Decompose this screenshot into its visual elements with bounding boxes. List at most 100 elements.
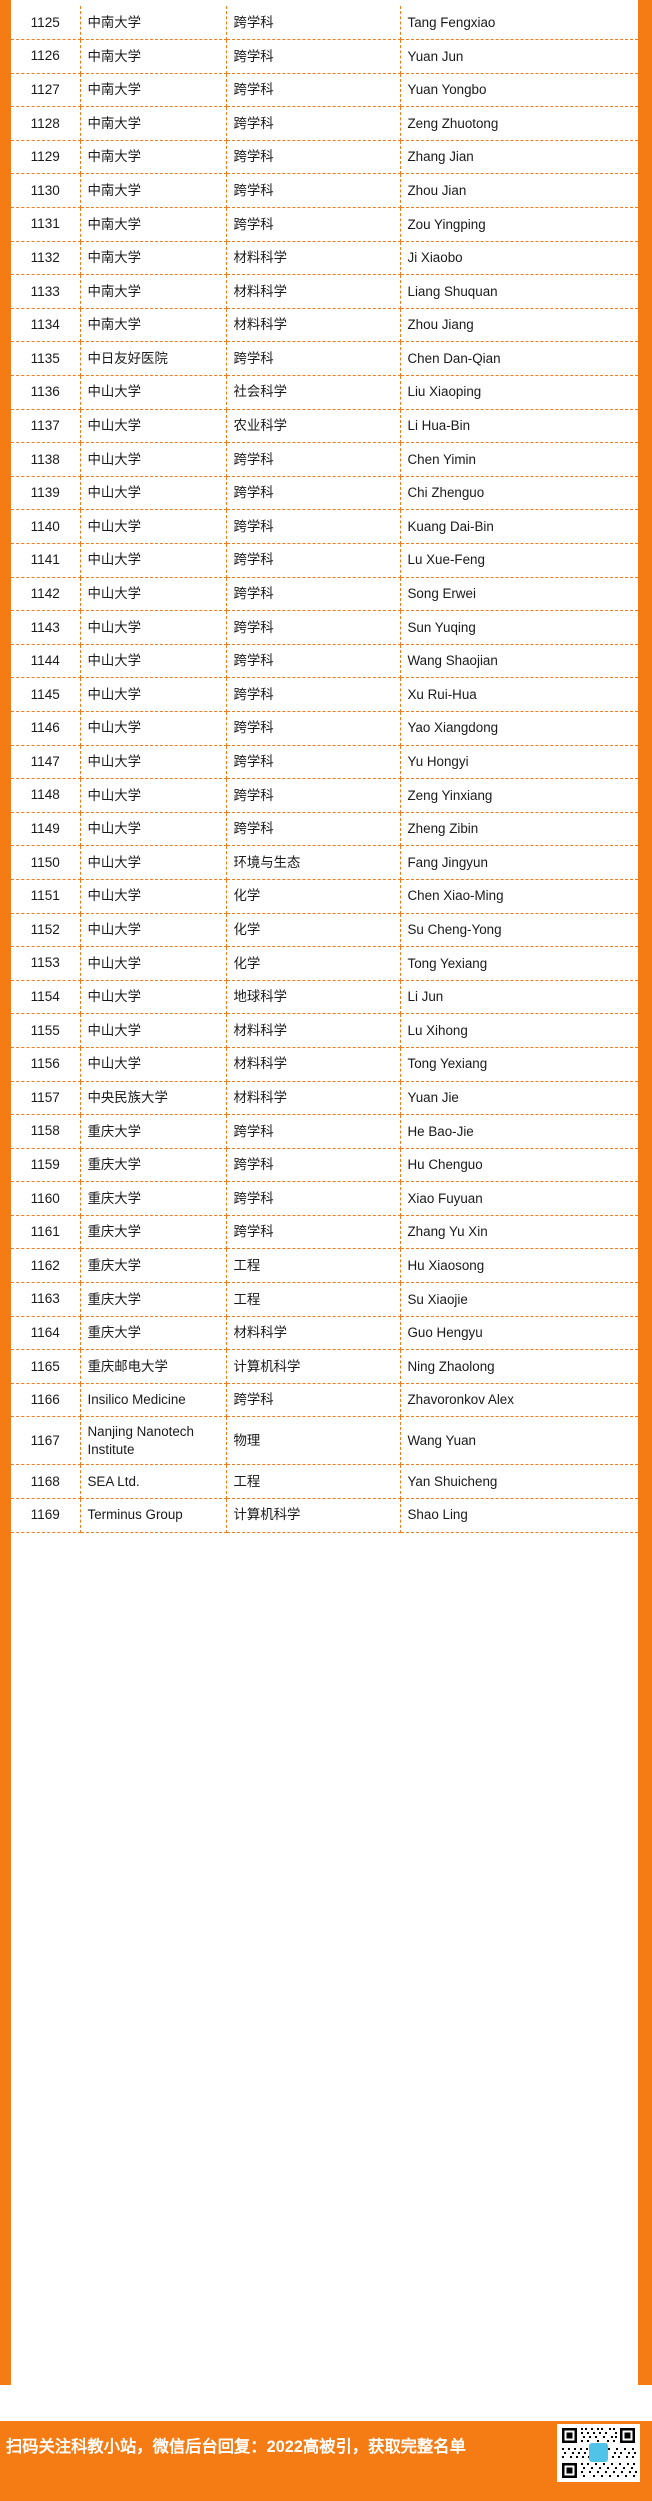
footer-promo-text: 扫码关注科教小站，微信后台回复：2022高被引，获取完整名单 (6, 2438, 466, 2456)
cell-field: 工程 (226, 1248, 401, 1284)
table-row: 1130 中南大学 跨学科 Zhou Jian (11, 173, 638, 209)
table-row: 1166 Insilico Medicine 跨学科 Zhavoronkov Alex (11, 1383, 638, 1418)
cell-rank: 1166 (11, 1383, 81, 1418)
table-row: 1151 中山大学 化学 Chen Xiao-Ming (11, 879, 638, 914)
cell-rank: 1131 (11, 207, 81, 242)
cell-name: Li Jun (400, 980, 638, 1015)
table-body: 1125 中南大学 跨学科 Tang Fengxiao 1126 中南大学 跨学科 Yuan … (11, 6, 638, 1533)
cell-field: 跨学科 (226, 577, 401, 612)
cell-organization: 重庆邮电大学 (80, 1349, 227, 1384)
cell-rank: 1163 (11, 1282, 81, 1317)
cell-rank: 1147 (11, 745, 81, 780)
table-row: 1147 中山大学 跨学科 Yu Hongyi (11, 745, 638, 780)
cell-rank: 1138 (11, 442, 81, 477)
table-row: 1126 中南大学 跨学科 Yuan Jun (11, 39, 638, 74)
table-row: 1138 中山大学 跨学科 Chen Yimin (11, 442, 638, 477)
cell-rank: 1127 (11, 73, 81, 108)
cell-organization: 中山大学 (80, 946, 227, 981)
cell-organization: 中山大学 (80, 879, 227, 914)
cell-rank: 1149 (11, 812, 81, 847)
cell-field: 工程 (226, 1282, 401, 1317)
cell-organization: 重庆大学 (80, 1316, 227, 1351)
cell-name: Wang Yuan (400, 1416, 638, 1466)
table-row: 1158 重庆大学 跨学科 He Bao-Jie (11, 1114, 638, 1149)
cell-field: 材料科学 (226, 308, 401, 343)
cell-name: Yuan Jie (400, 1081, 638, 1116)
cell-rank: 1157 (11, 1081, 81, 1116)
cell-name: Yuan Jun (400, 39, 638, 74)
table-row: 1131 中南大学 跨学科 Zou Yingping (11, 207, 638, 242)
cell-name: Xu Rui-Hua (400, 677, 638, 712)
cell-rank: 1126 (11, 39, 81, 74)
cell-field: 材料科学 (226, 1013, 401, 1048)
table-row: 1139 中山大学 跨学科 Chi Zhenguo (11, 476, 638, 511)
cell-field: 跨学科 (226, 39, 401, 74)
cell-rank: 1167 (11, 1416, 81, 1466)
cell-name: Tong Yexiang (400, 1047, 638, 1082)
cell-field: 跨学科 (226, 644, 401, 679)
cell-rank: 1150 (11, 845, 81, 880)
table-row: 1150 中山大学 环境与生态 Fang Jingyun (11, 845, 638, 880)
cell-name: Chen Dan-Qian (400, 341, 638, 377)
cell-name: Guo Hengyu (400, 1316, 638, 1351)
cell-name: Chen Xiao-Ming (400, 879, 638, 914)
cell-rank: 1146 (11, 711, 81, 746)
cell-rank: 1142 (11, 577, 81, 612)
cell-field: 工程 (226, 1464, 401, 1500)
qr-code[interactable] (557, 2424, 640, 2482)
cell-rank: 1129 (11, 140, 81, 175)
cell-organization: 中山大学 (80, 812, 227, 847)
cell-name: Ning Zhaolong (400, 1349, 638, 1384)
table-row: 1132 中南大学 材料科学 Ji Xiaobo (11, 241, 638, 276)
cell-rank: 1165 (11, 1349, 81, 1384)
cell-rank: 1155 (11, 1013, 81, 1048)
cell-rank: 1169 (11, 1498, 81, 1533)
table-row: 1154 中山大学 地球科学 Li Jun (11, 980, 638, 1015)
cell-rank: 1136 (11, 375, 81, 410)
table-row: 1134 中南大学 材料科学 Zhou Jiang (11, 308, 638, 343)
cell-field: 跨学科 (226, 1383, 401, 1418)
cell-field: 化学 (226, 913, 401, 948)
table-row: 1142 中山大学 跨学科 Song Erwei (11, 577, 638, 612)
cell-field: 物理 (226, 1416, 401, 1466)
cell-field: 跨学科 (226, 442, 401, 477)
cell-organization: Terminus Group (80, 1498, 227, 1533)
cell-organization: 中山大学 (80, 543, 227, 578)
cell-rank: 1154 (11, 980, 81, 1015)
cell-organization: 中山大学 (80, 644, 227, 679)
cell-rank: 1158 (11, 1114, 81, 1149)
table-row: 1164 重庆大学 材料科学 Guo Hengyu (11, 1316, 638, 1351)
table-row: 1156 中山大学 材料科学 Tong Yexiang (11, 1047, 638, 1082)
cell-organization: 中山大学 (80, 577, 227, 612)
cell-field: 跨学科 (226, 73, 401, 108)
table-row: 1145 中山大学 跨学科 Xu Rui-Hua (11, 677, 638, 712)
cell-field: 材料科学 (226, 1047, 401, 1082)
cell-name: Wang Shaojian (400, 644, 638, 679)
cell-field: 材料科学 (226, 1081, 401, 1116)
table-row: 1137 中山大学 农业科学 Li Hua-Bin (11, 409, 638, 444)
cell-organization: 中南大学 (80, 274, 227, 309)
table-row: 1159 重庆大学 跨学科 Hu Chenguo (11, 1148, 638, 1183)
cell-organization: 中南大学 (80, 73, 227, 108)
table-row: 1143 中山大学 跨学科 Sun Yuqing (11, 610, 638, 645)
cell-organization: 中山大学 (80, 980, 227, 1015)
cell-organization: 中山大学 (80, 1013, 227, 1048)
table-row: 1167 Nanjing Nanotech Institute 物理 Wang Yua… (11, 1416, 638, 1466)
cell-rank: 1128 (11, 106, 81, 141)
cell-organization: 中南大学 (80, 207, 227, 242)
cell-name: Chen Yimin (400, 442, 638, 477)
cell-rank: 1132 (11, 241, 81, 276)
table-row: 1161 重庆大学 跨学科 Zhang Yu Xin (11, 1215, 638, 1250)
cell-name: Tong Yexiang (400, 946, 638, 981)
cell-rank: 1133 (11, 274, 81, 309)
cell-name: Liu Xiaoping (400, 375, 638, 410)
cell-rank: 1164 (11, 1316, 81, 1351)
cell-organization: 重庆大学 (80, 1282, 227, 1317)
cell-organization: 中山大学 (80, 745, 227, 780)
cell-organization: SEA Ltd. (80, 1464, 227, 1500)
cell-field: 材料科学 (226, 241, 401, 276)
table-row: 1140 中山大学 跨学科 Kuang Dai-Bin (11, 509, 638, 544)
cell-organization: 中日友好医院 (80, 341, 227, 377)
cell-name: Zou Yingping (400, 207, 638, 242)
cell-name: Hu Xiaosong (400, 1248, 638, 1284)
